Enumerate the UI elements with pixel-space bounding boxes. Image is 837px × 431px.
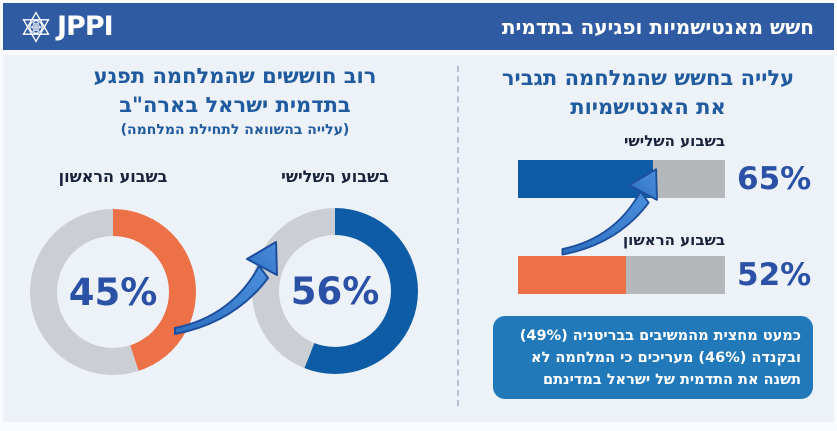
bar-value-first-week: 52% [737,256,812,293]
bar-fill-first-week [518,256,626,294]
header-title: חשש מאנטישמיות ופגיעה בתדמית [501,14,814,39]
header-bar: JPPI חשש מאנטישמיות ופגיעה בתדמית [3,3,834,50]
note-line-2: ובקנדה (46%) מעריכים כי המלחמה לא [531,349,801,366]
antisemitism-title-line2: את האנטישמיות [570,95,726,119]
donut-hole [57,236,169,348]
bar-label-first-week: בשבוע הראשון [623,231,725,249]
note-box: כמעט מחצית מהמשיבים בבריטניה (49%) ובקנד… [493,316,813,399]
bar-track [518,160,725,198]
donut-label-first-week: בשבוע הראשון [58,167,168,186]
bar-track [518,256,725,294]
image-title-line2: בתדמית ישראל בארה"ב [119,93,351,117]
antisemitism-title-line1: עלייה בחשש שהמלחמה תגביר [501,66,795,90]
note-line-3: תשנה את התדמית של ישראל במדינתם [543,371,801,388]
image-section-title: רוב חוששים שהמלחמה תפגע בתדמית ישראל באר… [15,62,455,140]
bar-fill-third-week [518,160,653,198]
image-title-line1: רוב חוששים שהמלחמה תפגע [93,64,377,88]
bar-value-third-week: 65% [737,160,812,197]
donut-value-third-week: 56% [290,269,380,313]
section-divider [457,66,459,406]
note-line-1: כמעט מחצית מהמשיבים בבריטניה (49%) [519,327,801,344]
donut-value-first-week: 45% [68,270,158,314]
donut-hole [279,235,391,347]
bar-row-third-week: 65% [518,160,811,198]
donut-chart-third-week: 56% [252,208,418,374]
jppi-logo-text: JPPI [57,11,114,42]
star-of-david-icon [22,10,50,43]
antisemitism-section-title: עלייה בחשש שהמלחמה תגביר את האנטישמיות [470,64,826,122]
bar-label-third-week: בשבוע השלישי [624,132,725,150]
donut-chart-first-week: 45% [30,209,196,375]
jppi-logo: JPPI [19,3,114,50]
donut-label-third-week: בשבוע השלישי [281,167,389,186]
image-section-subtitle: (עלייה בהשוואה לתחילת המלחמה) [120,122,350,138]
bar-row-first-week: 52% [518,256,811,294]
